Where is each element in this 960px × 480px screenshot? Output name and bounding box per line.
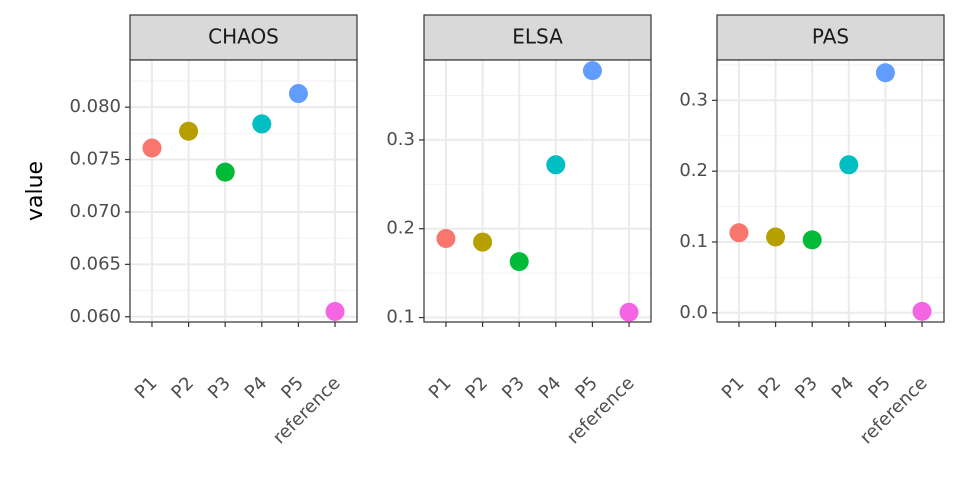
point-chaos-reference: [325, 302, 345, 322]
x-tick-label-p1: P1: [131, 373, 162, 404]
x-tick-label-p2: P2: [754, 373, 785, 404]
point-chaos-p1: [142, 138, 162, 158]
point-elsa-p5: [582, 61, 602, 81]
point-pas-p5: [875, 63, 895, 83]
x-tick-label-p3: P3: [791, 373, 822, 404]
y-tick-label: 0.070: [69, 201, 121, 222]
point-pas-p2: [766, 227, 786, 247]
panel-elsa-background: [424, 60, 651, 322]
point-pas-p1: [729, 223, 749, 243]
panel-elsa-strip: [423, 14, 652, 61]
x-tick-label-reference: reference: [563, 373, 639, 449]
point-chaos-p3: [215, 162, 235, 182]
point-elsa-reference: [619, 302, 639, 322]
panel-pas-grid: [717, 60, 944, 322]
x-tick-label-p2: P2: [167, 373, 198, 404]
y-tick-label: 0.065: [69, 253, 121, 274]
panel-pas-background: [717, 60, 944, 322]
panel-pas-title: PAS: [812, 25, 849, 49]
point-elsa-p4: [546, 155, 566, 175]
panel-chaos-strip: [129, 14, 358, 61]
point-chaos-p5: [288, 84, 308, 104]
point-pas-p4: [839, 155, 859, 175]
x-tick-label-p4: P4: [535, 373, 566, 404]
x-tick-label-p1: P1: [718, 373, 749, 404]
panel-chaos-title: CHAOS: [208, 25, 279, 49]
y-tick-label: 0.080: [69, 96, 121, 117]
y-tick-label: 0.1: [679, 231, 708, 252]
point-chaos-p2: [179, 121, 199, 141]
y-tick-label: 0.2: [386, 218, 415, 239]
y-tick-label: 0.3: [386, 129, 415, 150]
panel-pas-border: [716, 59, 945, 323]
point-pas-reference: [912, 301, 932, 321]
point-elsa-p2: [473, 232, 493, 252]
y-tick-label: 0.060: [69, 306, 121, 327]
panel-chaos-background: [130, 60, 357, 322]
panel-pas-points: [729, 63, 932, 321]
panel-chaos-points: [142, 84, 345, 322]
y-tick-label: 0.0: [679, 302, 708, 323]
x-tick-label-p4: P4: [241, 373, 272, 404]
x-tick-label-reference: reference: [269, 373, 345, 449]
x-tick-label-p1: P1: [425, 373, 456, 404]
y-tick-label: 0.075: [69, 149, 121, 170]
y-tick-label: 0.3: [679, 89, 708, 110]
x-tick-label-p2: P2: [461, 373, 492, 404]
x-tick-label-reference: reference: [856, 373, 932, 449]
point-chaos-p4: [252, 114, 272, 134]
panel-chaos-border: [129, 59, 358, 323]
panel-elsa-border: [423, 59, 652, 323]
panel-elsa-title: ELSA: [512, 25, 563, 49]
y-tick-label: 0.2: [679, 160, 708, 181]
panel-elsa-points: [436, 61, 639, 322]
point-pas-p3: [802, 230, 822, 250]
x-tick-label-p4: P4: [828, 373, 859, 404]
panel-chaos-grid: [130, 60, 357, 322]
y-tick-label: 0.1: [386, 307, 415, 328]
panel-elsa-grid: [424, 60, 651, 322]
point-elsa-p1: [436, 229, 456, 249]
panel-pas-strip: [716, 14, 945, 61]
point-elsa-p3: [509, 252, 529, 272]
x-tick-label-p3: P3: [204, 373, 235, 404]
y-axis-title: value: [23, 161, 48, 221]
x-tick-label-p3: P3: [498, 373, 529, 404]
